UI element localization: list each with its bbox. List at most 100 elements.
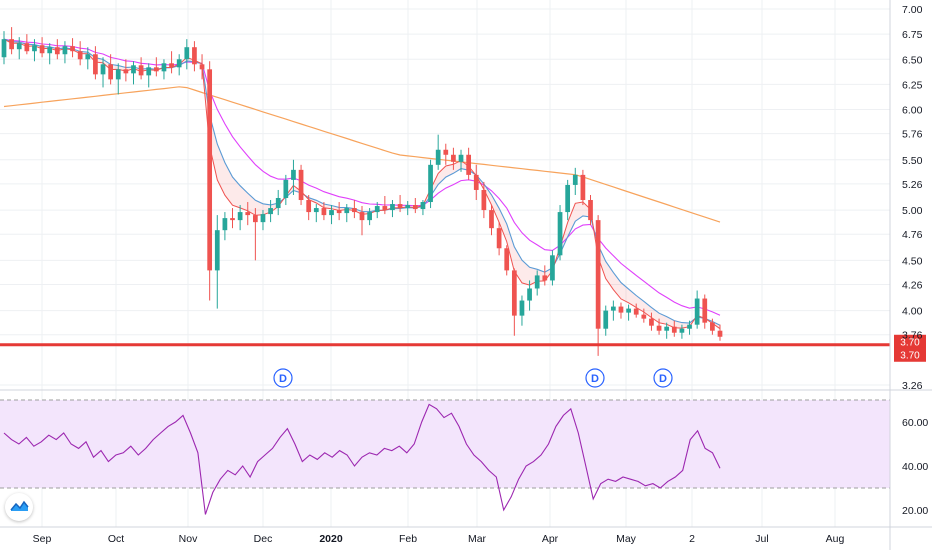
candle-body — [534, 275, 540, 289]
candles-layer — [1, 27, 723, 356]
candle-body — [565, 184, 571, 213]
candle-body — [580, 174, 586, 201]
candle-body — [169, 63, 174, 68]
candle-body — [550, 255, 555, 281]
candle-body — [93, 54, 98, 75]
candle-body — [671, 326, 677, 333]
dividend-marker[interactable]: D — [585, 368, 605, 388]
candle-body — [626, 308, 631, 313]
candle-body — [222, 218, 228, 231]
candle-body — [16, 43, 22, 50]
candle-body — [588, 200, 593, 221]
candle-body — [717, 330, 723, 337]
candle-body — [275, 198, 281, 209]
candle-body — [199, 64, 205, 70]
x-tick-label: Jul — [755, 533, 768, 545]
y-tick-label: 6.00 — [902, 105, 923, 117]
x-tick-label: 2020 — [319, 533, 343, 545]
candle-body — [557, 212, 563, 256]
dividend-marker-circle[interactable] — [273, 368, 293, 388]
price-tag — [894, 334, 926, 349]
x-tick-label: Aug — [826, 533, 845, 545]
candle-body — [85, 54, 91, 60]
candle-body — [367, 212, 372, 221]
candle-body — [466, 154, 471, 175]
candle-body — [298, 169, 304, 201]
x-tick-label: Apr — [542, 533, 559, 545]
dividend-marker-circle[interactable] — [653, 368, 673, 388]
candle-body — [694, 298, 700, 325]
candle-body — [359, 212, 365, 221]
candle-body — [184, 47, 190, 60]
tradingview-logo-icon[interactable] — [5, 493, 33, 521]
candle-body — [679, 328, 685, 333]
candle-body — [649, 318, 654, 326]
price-tag — [894, 347, 926, 362]
candle-body — [115, 69, 121, 80]
y-tick-label: 6.50 — [902, 54, 923, 66]
candle-body — [39, 45, 45, 54]
candle-body — [9, 39, 14, 50]
dividend-marker[interactable]: D — [653, 368, 673, 388]
y-tick-label: 3.76 — [902, 330, 923, 342]
candle-body — [268, 208, 273, 215]
candle-body — [344, 208, 350, 214]
candle-body — [397, 204, 403, 209]
candle-body — [443, 149, 449, 155]
x-tick-label: Nov — [179, 533, 198, 545]
candle-body — [390, 204, 395, 211]
candle-body — [664, 326, 670, 331]
candle-body — [176, 59, 182, 68]
candle-body — [435, 149, 441, 165]
candle-body — [138, 65, 144, 76]
candle-body — [412, 205, 418, 210]
candle-body — [70, 46, 75, 52]
candle-body — [313, 208, 319, 213]
candle-body — [230, 218, 235, 221]
candle-body — [382, 206, 388, 211]
candle-body — [428, 164, 433, 203]
candle-body — [618, 306, 624, 313]
candle-body — [329, 210, 334, 216]
candle-body — [306, 200, 312, 213]
dividend-marker-label: D — [279, 373, 287, 385]
candle-body — [47, 47, 53, 54]
candle-body — [702, 298, 708, 323]
candle-body — [321, 208, 327, 216]
x-tick-label: Dec — [254, 533, 273, 545]
candle-body — [519, 300, 525, 316]
grid-layer — [0, 0, 890, 527]
ma-pink-line — [3, 38, 721, 316]
rsi-y-tick-label: 20.00 — [902, 505, 928, 517]
candle-body — [32, 45, 37, 52]
dividend-marker[interactable]: D — [273, 368, 293, 388]
candle-body — [603, 310, 609, 329]
rsi-band-layer — [0, 399, 890, 489]
candle-body — [253, 215, 258, 223]
candle-body — [420, 202, 426, 210]
y-tick-label: 7.00 — [902, 4, 923, 16]
candle-body — [237, 212, 243, 221]
rsi-y-tick-label: 40.00 — [902, 461, 928, 473]
x-tick-label: 2 — [689, 533, 695, 545]
candle-body — [489, 210, 494, 229]
candle-body — [131, 65, 136, 74]
candle-body — [336, 210, 342, 214]
x-tick-label: Sep — [33, 533, 52, 545]
x-tick-label: Oct — [108, 533, 124, 545]
candle-body — [595, 220, 601, 329]
x-tick-label: May — [616, 533, 637, 545]
rsi-line-layer — [3, 403, 721, 515]
candle-body — [451, 154, 456, 162]
y-tick-label: 4.00 — [902, 306, 923, 318]
dividend-marker-circle[interactable] — [585, 368, 605, 388]
candle-body — [283, 179, 289, 199]
candle-body — [572, 174, 578, 185]
y-tick-label: 6.25 — [902, 79, 923, 91]
y-tick-label: 5.00 — [902, 205, 923, 217]
candle-body — [207, 69, 213, 271]
candle-body — [710, 322, 715, 331]
